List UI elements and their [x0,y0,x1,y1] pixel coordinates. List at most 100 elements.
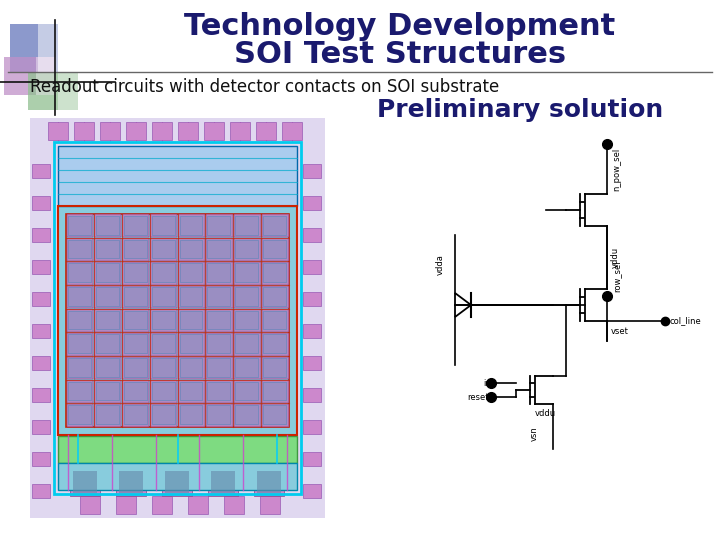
Bar [96,382,120,401]
Bar [263,216,287,235]
Bar [263,334,287,354]
Bar [165,471,189,493]
Bar [152,334,176,354]
Bar [303,196,321,210]
Bar [236,406,258,424]
Bar [181,383,202,400]
Bar [234,262,261,285]
Bar [97,241,119,258]
Bar [207,216,231,235]
Bar [122,214,149,237]
Bar [208,335,230,353]
Bar [58,72,78,110]
Bar [162,468,192,496]
Bar [68,358,92,377]
Bar [68,216,92,235]
Bar [152,264,176,283]
Bar [122,286,149,308]
Bar [30,118,325,518]
Bar [124,406,148,425]
Bar [264,288,286,306]
Bar [263,240,287,259]
Bar [68,264,92,283]
Bar [69,217,91,235]
Bar [125,335,147,353]
Text: vddu: vddu [535,409,556,418]
Bar [224,496,244,514]
Bar [122,262,149,285]
Bar [32,228,50,242]
Bar [254,468,284,496]
Text: vset: vset [611,327,629,335]
Bar [150,286,177,308]
Bar [68,382,92,401]
Bar [32,388,50,402]
Bar [179,287,203,307]
Bar [126,122,146,140]
Bar [179,406,203,425]
Bar [58,206,297,435]
Bar [263,264,287,283]
Bar [282,122,302,140]
Bar [206,356,233,379]
Bar [48,122,68,140]
Bar [124,287,148,307]
Text: row_sel: row_sel [612,260,621,292]
Bar [94,380,121,403]
Bar [152,382,176,401]
Bar [264,383,286,400]
Bar [178,286,205,308]
Bar [66,356,94,379]
Bar [96,216,120,235]
Bar [264,265,286,282]
Bar [206,309,233,332]
Bar [152,240,176,259]
Bar [58,146,297,206]
Bar [179,358,203,377]
Bar [97,288,119,306]
Bar [152,358,176,377]
Bar [38,24,58,72]
Bar [236,241,258,258]
Bar [153,383,174,400]
Bar [181,265,202,282]
Bar [94,238,121,261]
Bar [263,287,287,307]
Bar [96,406,120,425]
Bar [261,214,289,237]
Bar [236,383,258,400]
Bar [153,312,174,329]
Bar [181,288,202,306]
Bar [178,309,205,332]
Bar [150,404,177,427]
Bar [207,358,231,377]
Bar [96,240,120,259]
Bar [178,238,205,261]
Bar [32,164,50,178]
Bar [66,214,94,237]
Bar [96,287,120,307]
Bar [100,122,120,140]
Bar [69,312,91,329]
Bar [260,496,280,514]
Bar [32,356,50,370]
Bar [211,471,235,493]
Bar [263,310,287,330]
Bar [178,404,205,427]
Bar [207,310,231,330]
Bar [69,383,91,400]
Bar [152,310,176,330]
Bar [179,216,203,235]
Bar [125,406,147,424]
Bar [58,206,297,435]
Bar [303,388,321,402]
Bar [94,286,121,308]
Bar [264,217,286,235]
Bar [96,358,120,377]
Bar [236,217,258,235]
Bar [303,356,321,370]
Bar [303,484,321,498]
Bar [125,312,147,329]
Bar [206,238,233,261]
Bar [261,309,289,332]
